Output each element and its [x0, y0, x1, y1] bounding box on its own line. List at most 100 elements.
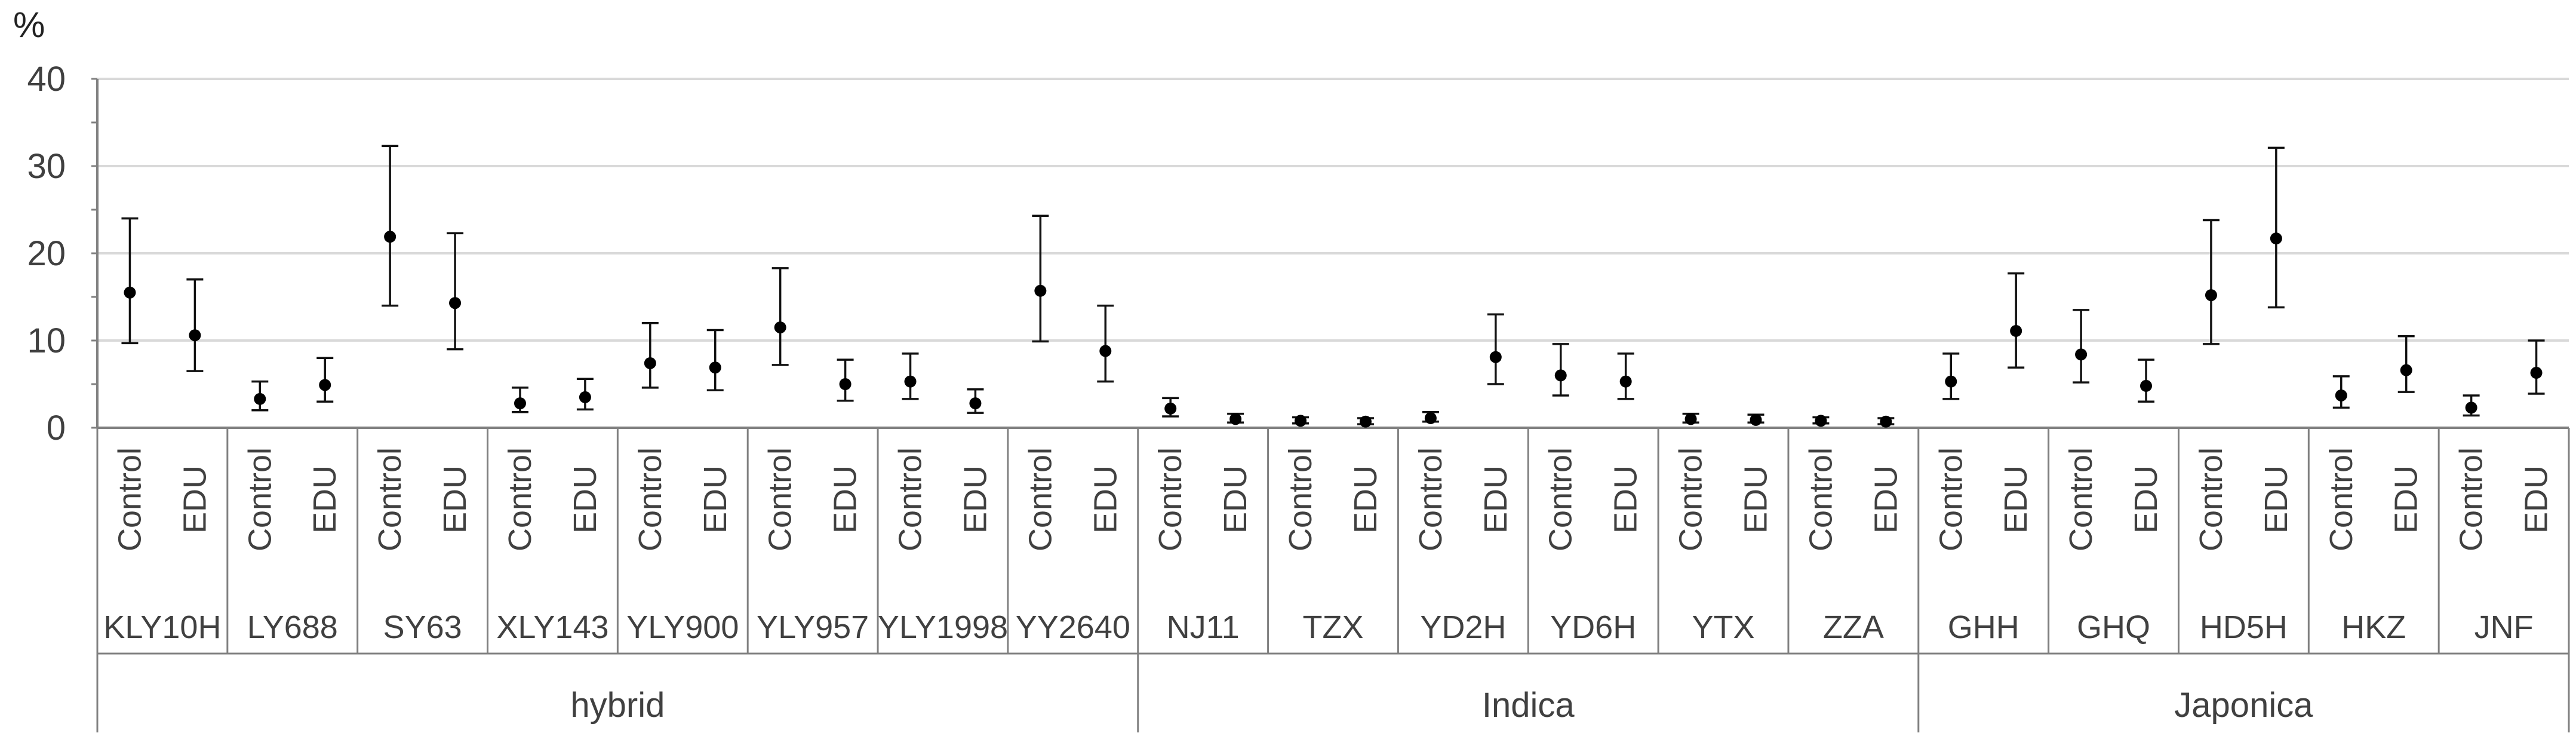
- condition-label: EDU: [2258, 465, 2294, 533]
- data-point: [1619, 375, 1632, 388]
- data-point: [2530, 367, 2543, 379]
- variety-label: XLY143: [496, 609, 608, 645]
- variety-label: NJ11: [1167, 609, 1240, 645]
- condition-label: EDU: [177, 465, 213, 533]
- variety-label: YTX: [1692, 609, 1755, 645]
- variety-label: JNF: [2474, 609, 2534, 645]
- condition-label: EDU: [1478, 465, 1514, 533]
- condition-label: EDU: [1738, 465, 1773, 533]
- data-point: [2140, 379, 2153, 392]
- condition-label: EDU: [2389, 465, 2424, 533]
- condition-label: EDU: [1998, 465, 2034, 533]
- data-point: [254, 392, 266, 405]
- data-point: [124, 286, 136, 299]
- condition-label: Control: [763, 447, 798, 551]
- data-point: [2010, 324, 2022, 337]
- condition-label: Control: [1673, 447, 1709, 551]
- variety-label: HD5H: [2200, 609, 2288, 645]
- variety-label: YLY957: [757, 609, 869, 645]
- data-point: [2400, 364, 2412, 376]
- variety-label: TZX: [1303, 609, 1364, 645]
- variety-label: YD2H: [1420, 609, 1506, 645]
- condition-label: EDU: [1608, 465, 1644, 533]
- condition-label: Control: [1413, 447, 1449, 551]
- condition-label: Control: [502, 447, 538, 551]
- data-point: [904, 375, 917, 388]
- group-label: hybrid: [570, 686, 665, 725]
- data-point: [449, 297, 462, 309]
- data-point: [189, 329, 201, 342]
- y-tick-label: 0: [47, 409, 66, 447]
- data-point: [1489, 351, 1502, 363]
- group-label: Japonica: [2174, 686, 2313, 725]
- condition-label: Control: [2454, 447, 2489, 551]
- data-point: [969, 397, 982, 410]
- data-point: [319, 379, 331, 391]
- group-label: Indica: [1482, 686, 1575, 725]
- condition-label: Control: [1933, 447, 1969, 551]
- y-tick-label: 30: [27, 147, 66, 186]
- data-point: [1295, 415, 1307, 427]
- data-point: [1229, 413, 1242, 425]
- condition-label: Control: [1152, 447, 1188, 551]
- condition-label: Control: [2063, 447, 2099, 551]
- axes: [91, 78, 2569, 429]
- data-point: [1945, 375, 1957, 388]
- data-point: [2465, 401, 2477, 414]
- condition-label: EDU: [957, 465, 993, 533]
- condition-label: EDU: [2128, 465, 2164, 533]
- variety-label: YD6H: [1550, 609, 1636, 645]
- data-point: [1750, 413, 1762, 426]
- condition-label: EDU: [1868, 465, 1904, 533]
- data-point: [1880, 415, 1892, 428]
- condition-label: Control: [632, 447, 668, 551]
- y-tick-label: 20: [27, 234, 66, 273]
- y-tick-label: 40: [27, 60, 66, 99]
- data-point: [1424, 412, 1437, 424]
- condition-label: Control: [372, 447, 408, 551]
- condition-label: EDU: [1087, 465, 1123, 533]
- condition-label: EDU: [2519, 465, 2555, 533]
- data-point: [644, 357, 656, 369]
- variety-label: GHH: [1948, 609, 2019, 645]
- condition-label: Control: [2323, 447, 2359, 551]
- data-point: [2205, 289, 2217, 302]
- condition-label: EDU: [437, 465, 473, 533]
- data-point: [1034, 284, 1047, 297]
- condition-label: Control: [112, 447, 147, 551]
- variety-label: HKZ: [2341, 609, 2406, 645]
- condition-label: EDU: [307, 465, 343, 533]
- condition-label: Control: [1543, 447, 1579, 551]
- condition-label: Control: [893, 447, 929, 551]
- variety-label: YLY1998: [878, 609, 1008, 645]
- data-point: [1359, 415, 1372, 428]
- data-point: [1554, 369, 1567, 382]
- variety-label: LY688: [247, 609, 338, 645]
- data-point: [2270, 232, 2282, 245]
- gridlines: [97, 78, 2569, 342]
- data-point: [1815, 415, 1827, 427]
- data-point: [709, 361, 721, 374]
- condition-label: EDU: [1348, 465, 1384, 533]
- data-point: [1684, 413, 1697, 425]
- data-point: [1099, 345, 1112, 357]
- condition-label: EDU: [1218, 465, 1253, 533]
- condition-label: Control: [2193, 447, 2229, 551]
- data-point: [2335, 389, 2347, 401]
- variety-label: YLY900: [626, 609, 739, 645]
- data-points: [121, 145, 2545, 428]
- variety-label: GHQ: [2077, 609, 2150, 645]
- condition-label: EDU: [567, 465, 603, 533]
- variety-label: SY63: [383, 609, 462, 645]
- condition-label: Control: [1803, 447, 1839, 551]
- condition-label: Control: [1022, 447, 1058, 551]
- condition-label: EDU: [697, 465, 733, 533]
- condition-label: Control: [242, 447, 278, 551]
- x-axis-categories: Control EDU KLY10H Control EDU LY688 Control ED…: [96, 428, 2570, 732]
- data-point: [839, 378, 852, 390]
- y-tick-label: 10: [27, 321, 66, 360]
- condition-label: Control: [1283, 447, 1318, 551]
- data-point: [579, 391, 591, 403]
- y-axis-ticks: 0 10 20 30 40: [27, 60, 66, 447]
